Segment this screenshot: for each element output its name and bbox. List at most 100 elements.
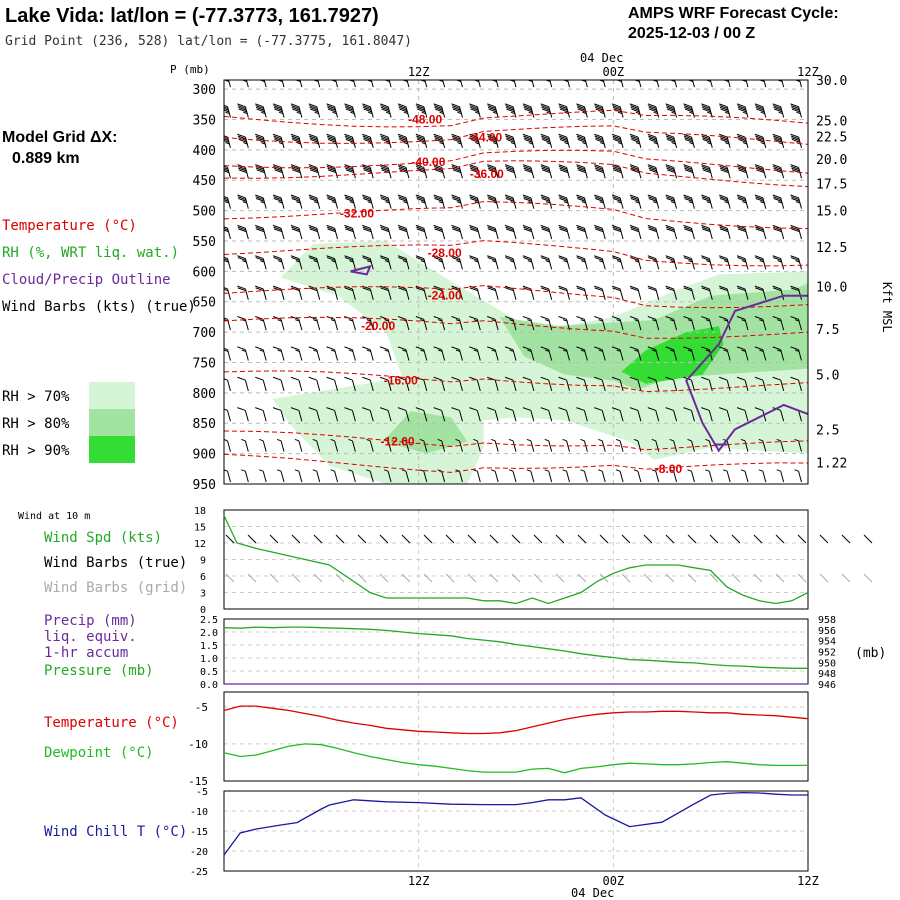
- wind-barb-shaft: [726, 167, 731, 179]
- wind-barb-shaft: [459, 167, 463, 179]
- chill-ytick--25: -25: [190, 867, 208, 878]
- wind-barb: [366, 438, 374, 452]
- wind-barb: [401, 438, 410, 452]
- wind-barb: [794, 438, 802, 452]
- wind-barb: [415, 346, 428, 361]
- wind-barb-flag: [790, 133, 799, 138]
- wind-barb-flag: [576, 285, 585, 290]
- wind-barb-flag: [630, 287, 639, 292]
- wind-barb-flag: [648, 226, 657, 231]
- wind-barb-flag: [647, 285, 656, 290]
- wind-barb-flag: [736, 316, 746, 320]
- wind-barb: [719, 194, 731, 209]
- wind-barb-flag: [433, 164, 442, 168]
- wind10-barb: [599, 534, 609, 544]
- wind-barb-flag: [385, 111, 391, 115]
- wind-barb-flag: [707, 111, 712, 115]
- wind-barb: [665, 376, 678, 392]
- wind-barb: [344, 255, 356, 270]
- wind-barb-shaft: [351, 349, 356, 361]
- wind-barb-flag: [451, 407, 460, 411]
- wind-barb: [736, 316, 749, 331]
- wind-barb-shaft: [619, 471, 624, 483]
- wind-barb-flag: [362, 376, 371, 381]
- wind-barb-shaft: [387, 410, 392, 422]
- wind-barb-flag: [398, 105, 407, 109]
- wind-barb: [397, 346, 410, 361]
- wind-barb-flag: [648, 137, 657, 141]
- wind-barb-shaft: [227, 106, 231, 118]
- wind10-barb: [555, 534, 565, 544]
- wind-barb-flag: [379, 376, 389, 381]
- wind-barb-flag: [362, 133, 371, 138]
- wind-barb-shaft: [441, 471, 446, 483]
- wind-barb-flag: [278, 142, 284, 145]
- wind-barb-flag: [495, 80, 497, 81]
- wind-barb-shaft: [352, 80, 356, 88]
- wind-barb-flag: [237, 74, 245, 77]
- wind-barb-flag: [577, 198, 586, 202]
- wind-barb-flag: [701, 316, 710, 320]
- wind-barb: [397, 224, 410, 240]
- wind-barb-flag: [665, 257, 675, 261]
- wind-barb-flag: [737, 167, 747, 172]
- wind-barb-shaft: [601, 349, 606, 361]
- wind-barb-flag: [702, 137, 711, 141]
- wind-barb-flag: [634, 349, 639, 352]
- wind-barb-shaft: [369, 228, 374, 240]
- wind-barb-flag: [470, 138, 479, 143]
- wind-barb-flag: [701, 194, 710, 199]
- wind-barb-shaft: [619, 136, 624, 148]
- wind-barb-flag: [683, 285, 692, 290]
- wind-barb: [719, 407, 731, 422]
- wind-barb-flag: [255, 376, 264, 381]
- wind-barb-flag: [773, 167, 782, 172]
- wind-barb-shaft: [280, 106, 285, 118]
- wind10-ytick-15: 15: [194, 523, 206, 534]
- wind-barb: [419, 469, 428, 483]
- precip-ytick-1: 0.5: [200, 667, 218, 678]
- wind-barb-flag: [683, 103, 692, 108]
- wind-barb-flag: [576, 376, 585, 381]
- wind-barb-flag: [291, 198, 301, 202]
- wind-barb-flag: [274, 169, 283, 174]
- wind-barb-shaft: [262, 136, 267, 148]
- wind-barb-flag: [598, 349, 603, 352]
- isotherm-label--44: -44.00: [468, 131, 502, 145]
- wind-barb-flag: [348, 469, 353, 472]
- top-time-tick-1: 00Z: [602, 65, 624, 79]
- wind-barb-flag: [760, 142, 765, 145]
- wind-barb-flag: [384, 349, 389, 352]
- wind-barb-flag: [272, 376, 282, 381]
- wind-barb-flag: [612, 196, 621, 201]
- wind-barb-shaft: [298, 228, 303, 240]
- wind-barb-flag: [755, 106, 764, 111]
- wind-barb-shaft: [262, 410, 267, 422]
- wind-barb-flag: [790, 285, 799, 290]
- wind-barb-flag: [273, 137, 283, 141]
- wind-barb: [558, 285, 571, 300]
- wind-barb: [629, 316, 642, 331]
- wind-barb-flag: [380, 196, 389, 201]
- wind-barb-flag: [790, 103, 799, 108]
- wind-barb-flag: [276, 438, 282, 442]
- wind-barb-flag: [666, 137, 675, 141]
- wind-barb-flag: [309, 105, 318, 109]
- wind-barb-shaft: [655, 410, 660, 422]
- wind-barb: [255, 346, 267, 361]
- wind-barb-flag: [491, 319, 496, 322]
- wind-barb-shaft: [334, 410, 339, 422]
- wind-barb: [558, 255, 571, 270]
- wind-barb: [629, 285, 642, 300]
- wind-barb-flag: [272, 224, 282, 229]
- wind-barb-flag: [451, 135, 461, 140]
- wind-barb-shaft: [798, 228, 802, 240]
- wind-barb-flag: [243, 111, 248, 115]
- wind-barb-flag: [665, 376, 674, 381]
- wind-barb-flag: [505, 106, 515, 111]
- wind-barb-flag: [348, 349, 354, 352]
- wind-barb-flag: [523, 165, 532, 170]
- wind-barb: [224, 104, 231, 118]
- wind-barb: [754, 194, 767, 209]
- wind-barb-flag: [439, 111, 444, 115]
